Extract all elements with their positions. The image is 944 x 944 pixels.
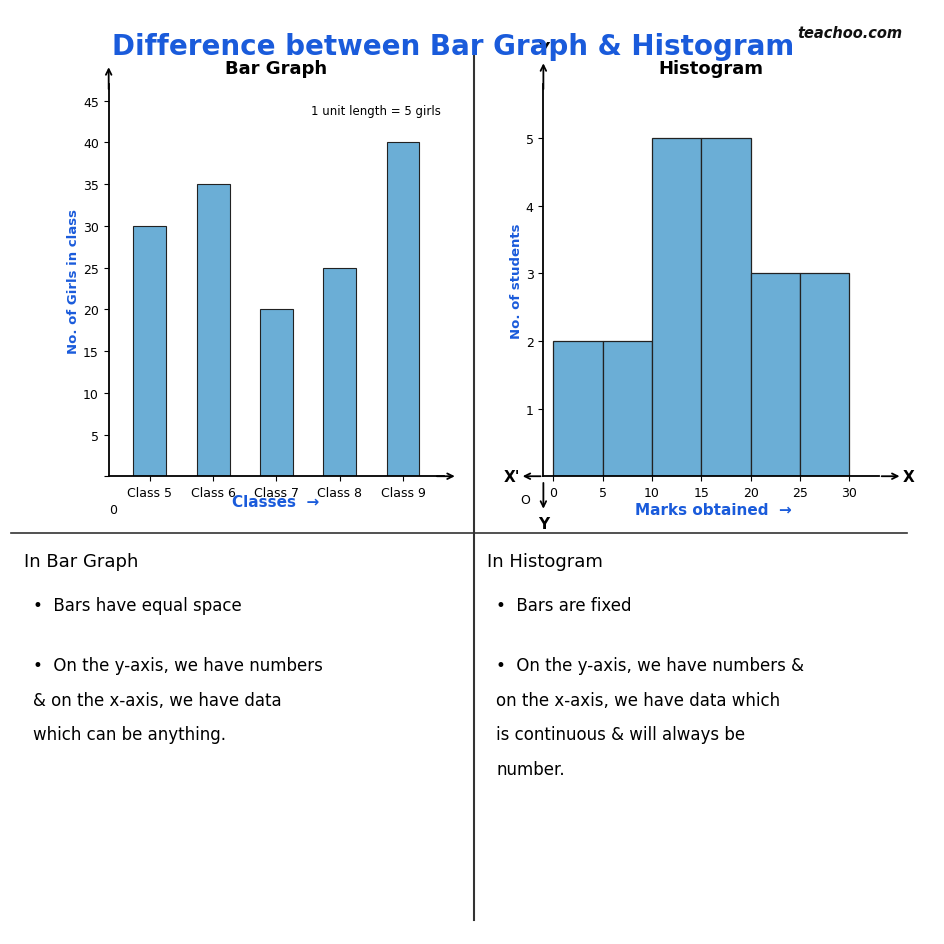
Title: Histogram: Histogram xyxy=(658,59,763,77)
Bar xyxy=(799,274,849,477)
Bar xyxy=(260,310,293,477)
Text: Marks obtained  →: Marks obtained → xyxy=(634,502,791,517)
Text: In Histogram: In Histogram xyxy=(486,552,602,570)
Text: X': X' xyxy=(503,469,519,484)
Text: 0: 0 xyxy=(109,503,117,516)
Text: In Bar Graph: In Bar Graph xyxy=(24,552,138,570)
Y-axis label: No. of students: No. of students xyxy=(510,223,522,339)
Bar xyxy=(700,139,750,477)
Text: O: O xyxy=(519,494,530,507)
Bar xyxy=(323,268,356,477)
Text: teachoo.com: teachoo.com xyxy=(797,26,902,42)
Text: •  On the y-axis, we have numbers
& on the x-axis, we have data
which can be any: • On the y-axis, we have numbers & on th… xyxy=(33,656,323,744)
Text: •  On the y-axis, we have numbers &
on the x-axis, we have data which
is continu: • On the y-axis, we have numbers & on th… xyxy=(496,656,803,779)
Bar xyxy=(133,227,166,477)
Bar xyxy=(552,342,602,477)
Text: 1 unit length = 5 girls: 1 unit length = 5 girls xyxy=(311,105,440,118)
Text: X: X xyxy=(902,469,914,484)
Bar xyxy=(651,139,700,477)
Text: Y: Y xyxy=(537,42,548,58)
Y-axis label: No. of Girls in class: No. of Girls in class xyxy=(67,209,80,353)
Bar xyxy=(196,185,229,477)
Text: •  Bars are fixed: • Bars are fixed xyxy=(496,597,631,615)
Text: Y: Y xyxy=(537,516,548,531)
Title: Bar Graph: Bar Graph xyxy=(225,59,328,77)
Bar xyxy=(386,143,419,477)
Text: Difference between Bar Graph & Histogram: Difference between Bar Graph & Histogram xyxy=(112,33,794,61)
Text: Classes  →: Classes → xyxy=(232,495,319,510)
Bar xyxy=(750,274,799,477)
Bar xyxy=(602,342,651,477)
Text: •  Bars have equal space: • Bars have equal space xyxy=(33,597,242,615)
